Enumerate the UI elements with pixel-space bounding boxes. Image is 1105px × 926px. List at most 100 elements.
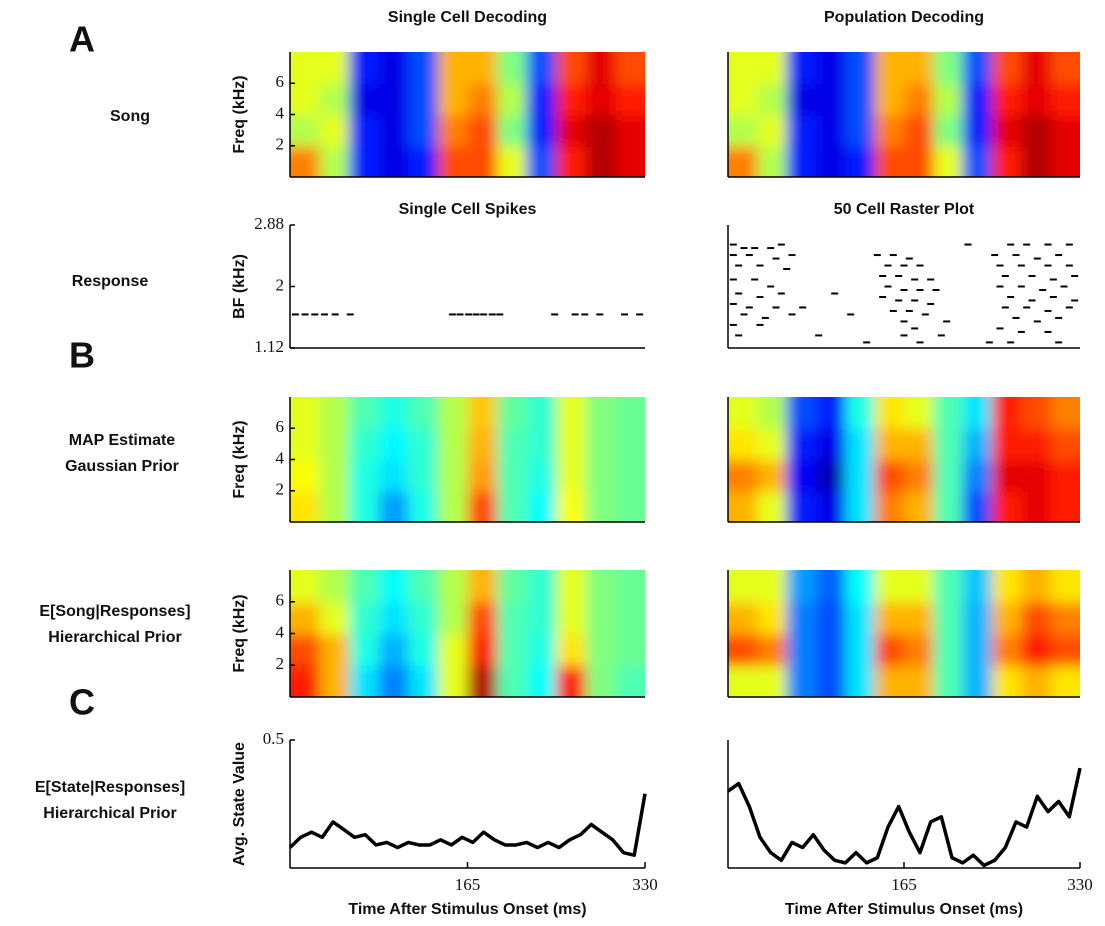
heatmap-cell — [904, 490, 935, 522]
panel-letter: C — [69, 682, 95, 723]
heatmap-cell — [1021, 490, 1052, 522]
heatmap-cell — [904, 570, 935, 603]
heatmap-cell — [526, 397, 558, 430]
heatmap-cell — [992, 428, 1023, 461]
heatmap-cell — [378, 570, 410, 603]
heatmap-cell — [319, 428, 351, 461]
heatmap-cell — [874, 601, 905, 635]
heatmap-cell — [526, 52, 558, 85]
heatmap-cell — [757, 665, 788, 697]
y-tick-label: 2 — [276, 275, 285, 294]
heatmap-cell — [1021, 397, 1052, 430]
heatmap-cell — [585, 459, 617, 492]
heatmap-cell — [728, 459, 759, 492]
heatmap-cell — [378, 490, 410, 522]
row-label: Response — [72, 273, 149, 290]
heatmap-cell — [437, 114, 469, 147]
heatmap-cell — [845, 459, 876, 492]
heatmap-cell — [904, 397, 935, 430]
heatmap-cell — [615, 459, 645, 492]
heatmap-cell — [992, 397, 1023, 430]
heatmap-cell — [1050, 52, 1080, 85]
heatmap-cell — [556, 397, 587, 430]
heatmap-cell — [408, 52, 439, 85]
chart-title: 50 Cell Raster Plot — [834, 201, 975, 218]
heatmap — [728, 397, 1080, 522]
heatmap-cell — [408, 665, 439, 697]
heatmap-cell — [1050, 570, 1080, 603]
heatmap-cell — [845, 665, 876, 697]
heatmap-cell — [378, 114, 410, 147]
heatmap-cell — [874, 490, 905, 522]
heatmap-cell — [290, 114, 321, 147]
heatmap-cell — [349, 633, 380, 667]
heatmap-cell — [845, 601, 876, 635]
heatmap-cell — [290, 490, 321, 522]
heatmap-cell — [1021, 83, 1052, 116]
heatmap-cell — [786, 397, 817, 430]
y-axis-label: Freq (kHz) — [231, 75, 248, 153]
heatmap-cell — [615, 601, 645, 635]
heatmap-cell — [437, 428, 469, 461]
heatmap — [728, 570, 1080, 697]
heatmap-cell — [992, 459, 1023, 492]
heatmap-cell — [615, 665, 645, 697]
heatmap-cell — [615, 145, 645, 177]
heatmap-cell — [556, 459, 587, 492]
heatmap — [728, 52, 1080, 177]
heatmap-cell — [349, 145, 380, 177]
heatmap-cell — [816, 145, 847, 177]
heatmap-cell — [290, 52, 321, 85]
heatmap-cell — [816, 665, 847, 697]
heatmap-cell — [556, 633, 587, 667]
row-label: Song — [110, 108, 150, 125]
heatmap-cell — [615, 83, 645, 116]
heatmap-cell — [757, 601, 788, 635]
heatmap-cell — [962, 397, 993, 430]
heatmap-cell — [904, 428, 935, 461]
heatmap-cell — [845, 397, 876, 430]
heatmap-cell — [467, 145, 499, 177]
y-tick-label: 2.88 — [254, 214, 284, 233]
heatmap-cell — [585, 145, 617, 177]
heatmap-cell — [408, 490, 439, 522]
y-axis-label: Freq (kHz) — [231, 420, 248, 498]
heatmap-cell — [319, 665, 351, 697]
heatmap-cell — [962, 83, 993, 116]
heatmap-cell — [437, 665, 469, 697]
heatmap-cell — [992, 490, 1023, 522]
heatmap-cell — [556, 114, 587, 147]
heatmap-cell — [497, 490, 528, 522]
heatmap-cell — [585, 114, 617, 147]
heatmap-cell — [904, 145, 935, 177]
heatmap-cell — [349, 601, 380, 635]
heatmap-cells — [728, 397, 1080, 522]
heatmap-cell — [319, 145, 351, 177]
heatmap-cell — [933, 428, 964, 461]
heatmap-cell — [408, 601, 439, 635]
heatmap-cell — [437, 459, 469, 492]
heatmap-cell — [1050, 633, 1080, 667]
heatmap-cell — [1021, 633, 1052, 667]
heatmap-cell — [290, 570, 321, 603]
heatmap-cell — [497, 397, 528, 430]
heatmap-cell — [319, 459, 351, 492]
y-tick-label: 6 — [276, 72, 285, 91]
heatmap-cell — [757, 145, 788, 177]
heatmap-cell — [378, 633, 410, 667]
heatmap-cell — [757, 633, 788, 667]
heatmap — [290, 397, 645, 522]
heatmap-cell — [467, 397, 499, 430]
heatmap-cell — [992, 665, 1023, 697]
heatmap-cell — [962, 114, 993, 147]
heatmap-cell — [904, 114, 935, 147]
heatmap-cell — [467, 490, 499, 522]
heatmap-cell — [1050, 490, 1080, 522]
heatmap-cell — [437, 570, 469, 603]
heatmap-cell — [526, 665, 558, 697]
heatmap-cell — [378, 459, 410, 492]
heatmap-cell — [349, 428, 380, 461]
heatmap-cell — [728, 570, 759, 603]
heatmap-cell — [874, 570, 905, 603]
